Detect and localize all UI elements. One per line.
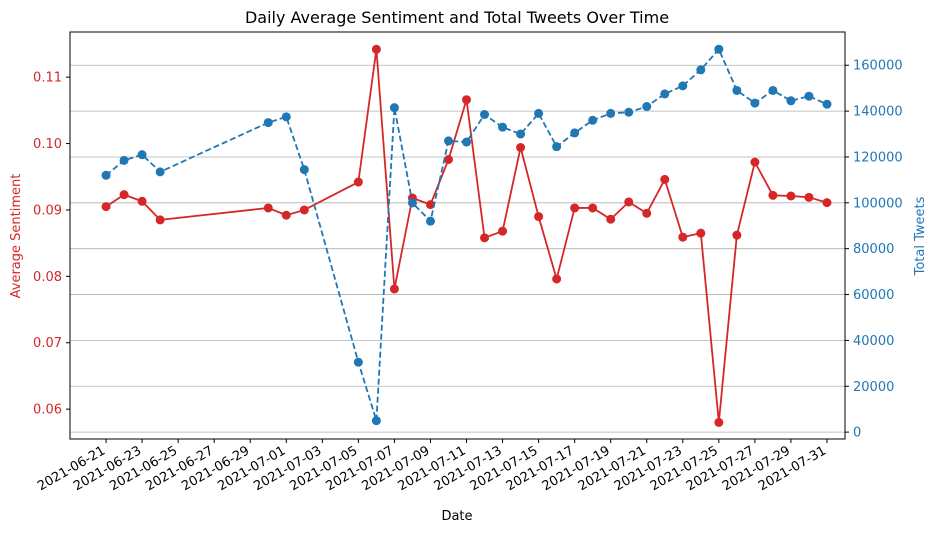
tweets-data-point <box>534 108 544 118</box>
tweets-data-point <box>660 89 670 99</box>
sentiment-data-point <box>786 191 796 201</box>
tweets-data-point <box>678 81 688 91</box>
sentiment-data-point <box>696 228 706 238</box>
tweets-data-point <box>588 115 598 125</box>
sentiment-data-point <box>516 143 526 153</box>
sentiment-data-point <box>660 174 670 184</box>
tweets-data-point <box>768 85 778 95</box>
y-right-tick-label: 100000 <box>853 196 903 211</box>
tweets-data-point <box>155 167 165 177</box>
sentiment-data-point <box>425 200 435 210</box>
tweets-data-point <box>696 65 706 75</box>
series-layer <box>101 44 832 427</box>
tweets-data-point <box>425 216 435 226</box>
y-right-tick-label: 60000 <box>853 288 894 303</box>
y-left-tick-label: 0.08 <box>33 270 62 285</box>
sentiment-data-point <box>281 210 291 220</box>
sentiment-data-point <box>750 157 760 167</box>
plot-frame <box>69 31 846 440</box>
tweets-data-point <box>371 416 381 426</box>
x-axis-label: Date <box>441 509 472 524</box>
sentiment-data-point <box>678 232 688 242</box>
tweets-data-point <box>642 102 652 112</box>
y-right-tick-label: 120000 <box>853 150 903 165</box>
tweets-data-point <box>570 128 580 138</box>
y-left-tick-label: 0.07 <box>33 336 62 351</box>
y-right-tick-label: 80000 <box>853 242 894 257</box>
tweets-data-point <box>137 150 147 160</box>
tweets-data-point <box>786 96 796 106</box>
tweets-data-point <box>281 112 291 122</box>
tweets-data-point <box>263 118 273 128</box>
sentiment-data-point <box>371 44 381 54</box>
tweets-data-point <box>443 136 453 146</box>
tweets-series-line <box>105 48 828 422</box>
tweets-data-point <box>822 99 832 109</box>
y-left-tick-label: 0.06 <box>33 403 62 418</box>
y-left-tick-label: 0.09 <box>33 203 62 218</box>
y-right-tick-label: 140000 <box>853 105 903 120</box>
y-left-axis-label: Average Sentiment <box>9 174 24 299</box>
tweets-data-point <box>389 103 399 113</box>
sentiment-data-point <box>606 214 616 224</box>
tweets-data-point <box>407 198 417 208</box>
sentiment-data-point <box>534 212 544 222</box>
tweets-data-point <box>732 85 742 95</box>
sentiment-data-point <box>480 233 490 243</box>
sentiment-data-point <box>642 208 652 218</box>
chart-title: Daily Average Sentiment and Total Tweets… <box>245 8 669 27</box>
sentiment-data-point <box>822 198 832 208</box>
sentiment-data-point <box>804 192 814 202</box>
sentiment-data-point <box>462 95 472 105</box>
sentiment-data-point <box>353 177 363 187</box>
sentiment-data-point <box>498 226 508 236</box>
sentiment-series-line <box>105 48 828 424</box>
sentiment-data-point <box>588 203 598 213</box>
sentiment-data-point <box>119 190 129 200</box>
sentiment-data-point <box>389 284 399 294</box>
tweets-data-point <box>516 129 526 139</box>
y-right-axis-label: Total Tweets <box>913 196 928 276</box>
tweets-data-point <box>714 44 724 54</box>
tweets-data-point <box>624 107 634 117</box>
y-right-tick-label: 0 <box>853 426 861 441</box>
tweets-data-point <box>119 155 129 165</box>
sentiment-data-point <box>263 203 273 213</box>
sentiment-data-point <box>624 197 634 207</box>
tweets-data-point <box>480 110 490 120</box>
y-left-tick-label: 0.10 <box>33 137 62 152</box>
tweets-data-point <box>552 142 562 152</box>
y-left-tick-label: 0.11 <box>33 71 62 86</box>
sentiment-data-point <box>768 190 778 200</box>
tweets-data-point <box>101 170 111 180</box>
sentiment-data-point <box>552 274 562 284</box>
sentiment-data-point <box>137 196 147 206</box>
y-right-tick-label: 40000 <box>853 334 894 349</box>
tweets-data-point <box>462 137 472 147</box>
y-right-tick-label: 20000 <box>853 380 894 395</box>
sentiment-data-point <box>101 202 111 212</box>
tweets-data-point <box>498 122 508 132</box>
grid-lines <box>70 64 845 433</box>
sentiment-data-point <box>155 215 165 225</box>
tweets-data-point <box>804 91 814 101</box>
tweets-data-point <box>353 357 363 367</box>
sentiment-data-point <box>732 230 742 240</box>
tweets-data-point <box>606 108 616 118</box>
tweets-data-point <box>299 165 309 175</box>
sentiment-data-point <box>443 154 453 164</box>
sentiment-data-point <box>570 203 580 213</box>
y-right-tick-label: 160000 <box>853 59 903 74</box>
sentiment-data-point <box>299 205 309 215</box>
sentiment-data-point <box>714 417 724 427</box>
tweets-data-point <box>750 98 760 108</box>
